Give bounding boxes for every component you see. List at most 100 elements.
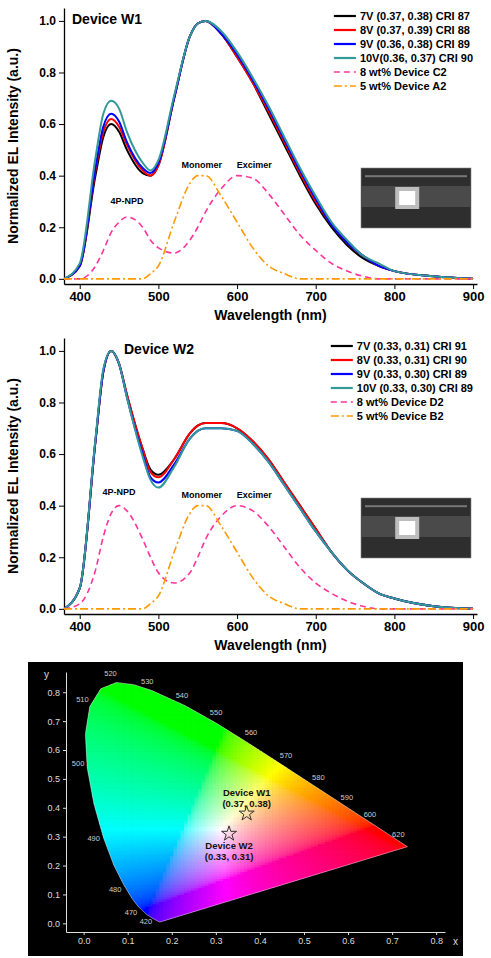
y-tick: 0.6 (39, 117, 64, 131)
inset-photo (361, 168, 471, 228)
y-tick: 0.8 (39, 396, 64, 410)
legend-label: 5 wt% Device B2 (357, 410, 444, 422)
legend: 7V (0.33, 0.31) CRI 91 8V (0.33, 0.31) CR… (331, 340, 473, 422)
y-tick: 0.4 (39, 169, 64, 183)
legend-item: 8V (0.33, 0.31) CRI 90 (331, 354, 467, 366)
legend-label: 7V (0.37, 0.38) CRI 87 (360, 10, 470, 22)
inset-band (365, 505, 467, 507)
x-tick-label: 700 (305, 289, 327, 304)
legend-item: 7V (0.33, 0.31) CRI 91 (331, 340, 467, 352)
legend-item: 10V (0.33, 0.30) CRI 89 (331, 382, 473, 394)
panel: 0.00.10.20.30.40.50.60.70.80.00.10.20.30… (28, 662, 463, 956)
x-tick: 800 (384, 284, 406, 304)
annotation: Excimer (237, 160, 273, 170)
y-tick-label: 0.6 (39, 117, 56, 131)
x-tick-label: 600 (227, 619, 249, 634)
panel: 400 500 600 700 800 900 0.0 0.2 0.4 0.6 0.8 1.0 Wave… (5, 339, 484, 654)
y-tick-label: 0.0 (39, 602, 56, 616)
x-tick-label: 400 (69, 289, 91, 304)
y-tick-label: 0.4 (39, 499, 56, 513)
x-tick-label: 600 (227, 289, 249, 304)
x-tick-label: 800 (384, 619, 406, 634)
y-axis: 0.0 0.2 0.4 0.6 0.8 1.0 (39, 9, 64, 287)
legend-item: 8 wt% Device C2 (334, 66, 447, 78)
inset-photo (361, 498, 471, 558)
y-axis-title: Normalized EL Intensity (a.u.) (5, 378, 21, 574)
y-tick-label: 0.4 (39, 169, 56, 183)
legend-item: 5 wt% Device A2 (334, 80, 446, 92)
inset-light (399, 191, 415, 205)
x-tick: 900 (463, 614, 485, 634)
legend-label: 8 wt% Device C2 (360, 66, 447, 78)
legend-label: 8 wt% Device D2 (357, 396, 444, 408)
legend-label: 9V (0.33, 0.30) CRI 89 (357, 368, 467, 380)
x-tick-label: 500 (148, 619, 170, 634)
x-tick-label: 500 (148, 289, 170, 304)
x-tick-label: 900 (463, 619, 485, 634)
x-tick: 500 (148, 614, 170, 634)
x-tick-label: 900 (463, 289, 485, 304)
legend: 7V (0.37, 0.38) CRI 87 8V (0.37, 0.39) CR… (334, 10, 473, 92)
legend-label: 5 wt% Device A2 (360, 80, 446, 92)
y-tick: 0.0 (39, 602, 64, 616)
legend-label: 10V (0.33, 0.30) CRI 89 (357, 382, 473, 394)
legend-label: 8V (0.33, 0.31) CRI 90 (357, 354, 467, 366)
x-tick: 700 (305, 284, 327, 304)
y-tick: 0.0 (39, 272, 64, 286)
panel: 400 500 600 700 800 900 0.0 0.2 0.4 0.6 0.8 1.0 Wave… (5, 9, 484, 324)
y-axis-title: Normalized EL Intensity (a.u.) (5, 48, 21, 244)
x-tick: 400 (69, 614, 91, 634)
y-tick: 0.8 (39, 66, 64, 80)
x-tick: 900 (463, 284, 485, 304)
x-tick: 400 (69, 284, 91, 304)
annotation: Excimer (237, 490, 273, 500)
y-tick-label: 1.0 (39, 344, 56, 358)
x-tick-label: 400 (69, 619, 91, 634)
y-tick-label: 0.6 (39, 447, 56, 461)
chart-title: Device W2 (124, 341, 194, 357)
legend-item: 8 wt% Device D2 (331, 396, 444, 408)
inset-light (399, 521, 415, 535)
x-tick: 700 (305, 614, 327, 634)
y-tick: 0.6 (39, 447, 64, 461)
legend-label: 10V(0.36, 0.37) CRI 90 (360, 52, 473, 64)
x-tick: 600 (227, 614, 249, 634)
y-tick: 1.0 (39, 344, 64, 358)
y-tick-label: 0.2 (39, 221, 56, 235)
legend-item: 10V(0.36, 0.37) CRI 90 (334, 52, 473, 64)
x-tick: 600 (227, 284, 249, 304)
legend-item: 8V (0.37, 0.39) CRI 88 (334, 24, 470, 36)
legend-item: 7V (0.37, 0.38) CRI 87 (334, 10, 470, 22)
y-tick: 0.4 (39, 499, 64, 513)
x-tick-label: 800 (384, 289, 406, 304)
y-tick-label: 0.2 (39, 551, 56, 565)
x-tick-label: 700 (305, 619, 327, 634)
annotation: 4P-NPD (110, 196, 144, 206)
annotation: Monomer (181, 160, 222, 170)
y-axis: 0.0 0.2 0.4 0.6 0.8 1.0 (39, 339, 64, 617)
annotation: Monomer (181, 490, 222, 500)
y-tick-label: 0.8 (39, 66, 56, 80)
y-tick: 1.0 (39, 14, 64, 28)
y-tick-label: 1.0 (39, 14, 56, 28)
x-axis-title: Wavelength (nm) (214, 637, 326, 653)
legend-label: 8V (0.37, 0.39) CRI 88 (360, 24, 470, 36)
chart-title: Device W1 (72, 11, 142, 27)
x-axis: 400 500 600 700 800 900 (65, 614, 485, 634)
x-tick: 500 (148, 284, 170, 304)
y-tick: 0.2 (39, 551, 64, 565)
x-axis: 400 500 600 700 800 900 (65, 284, 485, 304)
y-tick-label: 0.0 (39, 272, 56, 286)
legend-item: 9V (0.36, 0.38) CRI 89 (334, 38, 470, 50)
legend-item: 9V (0.33, 0.30) CRI 89 (331, 368, 467, 380)
annotation: 4P-NPD (103, 487, 137, 497)
legend-label: 9V (0.36, 0.38) CRI 89 (360, 38, 470, 50)
inset-band (365, 175, 467, 177)
x-tick: 800 (384, 614, 406, 634)
y-tick: 0.2 (39, 221, 64, 235)
x-axis-title: Wavelength (nm) (214, 307, 326, 323)
y-tick-label: 0.8 (39, 396, 56, 410)
legend-item: 5 wt% Device B2 (331, 410, 444, 422)
figure: 400 500 600 700 800 900 0.0 0.2 0.4 0.6 0.8 1.0 Wave… (0, 0, 491, 958)
legend-label: 7V (0.33, 0.31) CRI 91 (357, 340, 467, 352)
